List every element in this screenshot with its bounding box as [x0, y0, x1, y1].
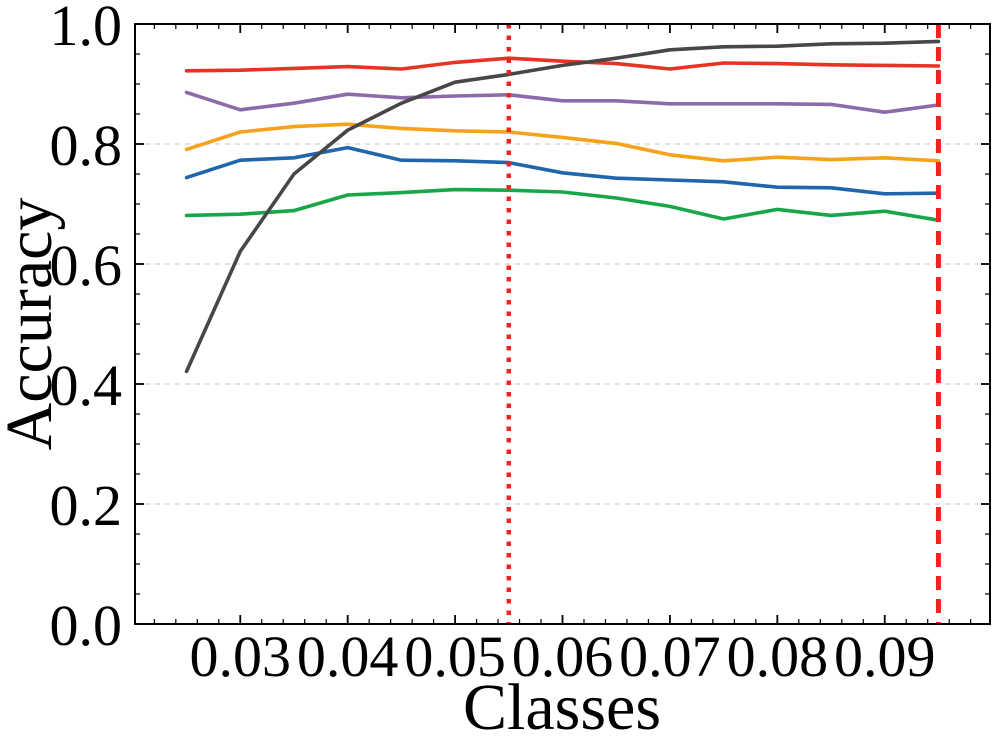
y-tick-label: 1.0 [50, 0, 123, 58]
x-tick-label: 0.07 [619, 624, 721, 689]
y-tick-label: 0.8 [50, 113, 123, 178]
y-tick-label: 0.0 [50, 593, 123, 658]
series-line-gray [184, 39, 941, 374]
series-line-green [184, 187, 941, 222]
x-axis-label: Classes [463, 671, 661, 742]
plot-border [134, 23, 991, 625]
x-tick-label: 0.09 [834, 624, 936, 689]
x-tick-label: 0.03 [190, 624, 292, 689]
y-axis-label: Accuracy [0, 197, 66, 451]
series-line-purple [184, 90, 941, 114]
y-tick-label: 0.4 [50, 353, 123, 418]
series-line-blue [184, 145, 941, 196]
y-tick-label: 0.2 [50, 473, 123, 538]
x-tick-label: 0.06 [512, 624, 614, 689]
x-tick-label: 0.05 [404, 624, 506, 689]
series-line-orange [184, 122, 941, 163]
series-line-red [184, 56, 941, 73]
y-tick-label: 0.6 [50, 233, 123, 298]
x-tick-label: 0.08 [727, 624, 829, 689]
x-tick-label: 0.04 [297, 624, 399, 689]
